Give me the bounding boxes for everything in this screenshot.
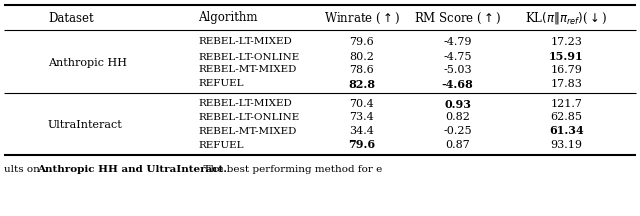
Text: REFUEL: REFUEL: [198, 79, 244, 89]
Text: 0.87: 0.87: [445, 140, 470, 150]
Text: -4.75: -4.75: [444, 52, 472, 62]
Text: REBEL-LT-MIXED: REBEL-LT-MIXED: [198, 38, 292, 46]
Text: UltraInteract: UltraInteract: [48, 119, 123, 130]
Text: REFUEL: REFUEL: [198, 140, 244, 149]
Text: -4.79: -4.79: [444, 37, 472, 47]
Text: 15.91: 15.91: [549, 51, 584, 62]
Text: 0.82: 0.82: [445, 112, 470, 122]
Text: Algorithm: Algorithm: [198, 11, 258, 24]
Text: REBEL-MT-MIXED: REBEL-MT-MIXED: [198, 127, 297, 135]
Text: 93.19: 93.19: [550, 140, 582, 150]
Text: -4.68: -4.68: [442, 78, 474, 89]
Text: 17.23: 17.23: [550, 37, 582, 47]
Text: REBEL-LT-ONLINE: REBEL-LT-ONLINE: [198, 113, 300, 121]
Text: 80.2: 80.2: [349, 52, 374, 62]
Text: RM Score ($\uparrow$): RM Score ($\uparrow$): [414, 10, 501, 25]
Text: 34.4: 34.4: [349, 126, 374, 136]
Text: The best performing method for e: The best performing method for e: [197, 165, 382, 175]
Text: Dataset: Dataset: [48, 11, 93, 24]
Text: -5.03: -5.03: [444, 65, 472, 75]
Text: 121.7: 121.7: [550, 99, 582, 109]
Text: ults on: ults on: [4, 165, 43, 175]
Text: 73.4: 73.4: [349, 112, 374, 122]
Text: KL$(\pi\|\pi_{ref})$($\downarrow$): KL$(\pi\|\pi_{ref})$($\downarrow$): [525, 10, 607, 26]
Text: 0.93: 0.93: [444, 98, 471, 110]
Text: -0.25: -0.25: [444, 126, 472, 136]
Text: REBEL-MT-MIXED: REBEL-MT-MIXED: [198, 65, 297, 75]
Text: 62.85: 62.85: [550, 112, 582, 122]
Text: 17.83: 17.83: [550, 79, 582, 89]
Text: Anthropic HH: Anthropic HH: [48, 58, 127, 68]
Text: 61.34: 61.34: [549, 125, 584, 137]
Text: REBEL-LT-MIXED: REBEL-LT-MIXED: [198, 100, 292, 108]
Text: Winrate ($\uparrow$): Winrate ($\uparrow$): [323, 10, 400, 25]
Text: 79.6: 79.6: [349, 37, 374, 47]
Text: 16.79: 16.79: [550, 65, 582, 75]
Text: 82.8: 82.8: [348, 78, 375, 89]
Text: 70.4: 70.4: [349, 99, 374, 109]
Text: 79.6: 79.6: [348, 140, 375, 151]
Text: REBEL-LT-ONLINE: REBEL-LT-ONLINE: [198, 52, 300, 62]
Text: Anthropic HH and UltraInteract.: Anthropic HH and UltraInteract.: [37, 165, 227, 175]
Text: 78.6: 78.6: [349, 65, 374, 75]
